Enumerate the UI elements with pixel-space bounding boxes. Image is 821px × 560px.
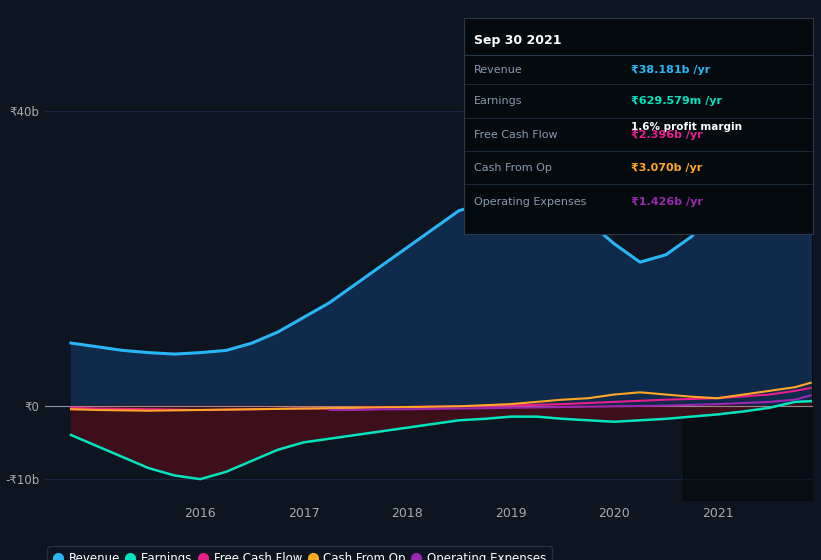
Text: Free Cash Flow: Free Cash Flow bbox=[475, 130, 558, 140]
Legend: Revenue, Earnings, Free Cash Flow, Cash From Op, Operating Expenses: Revenue, Earnings, Free Cash Flow, Cash … bbox=[48, 547, 553, 560]
Text: ₹629.579m /yr: ₹629.579m /yr bbox=[631, 96, 722, 106]
Text: Earnings: Earnings bbox=[475, 96, 523, 106]
Text: Operating Expenses: Operating Expenses bbox=[475, 197, 587, 207]
Bar bbox=[683, 67, 813, 501]
Text: ₹38.181b /yr: ₹38.181b /yr bbox=[631, 65, 711, 75]
Text: Revenue: Revenue bbox=[475, 65, 523, 75]
Text: ₹3.070b /yr: ₹3.070b /yr bbox=[631, 164, 703, 174]
Text: Cash From Op: Cash From Op bbox=[475, 164, 553, 174]
Text: ₹2.396b /yr: ₹2.396b /yr bbox=[631, 130, 703, 140]
Text: Sep 30 2021: Sep 30 2021 bbox=[475, 34, 562, 46]
Text: 1.6% profit margin: 1.6% profit margin bbox=[631, 122, 742, 132]
Text: ₹1.426b /yr: ₹1.426b /yr bbox=[631, 197, 704, 207]
